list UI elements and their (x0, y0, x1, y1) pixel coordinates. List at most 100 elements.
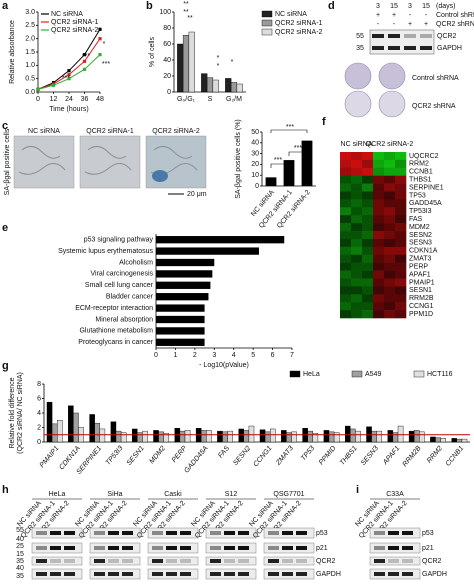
bar (156, 281, 211, 289)
band (402, 572, 413, 576)
bar (200, 430, 207, 443)
band (36, 559, 47, 563)
x-tick-label: MDM2 (148, 445, 167, 465)
panel-letter: h (2, 484, 9, 496)
heatmap-cell (340, 262, 352, 271)
band (296, 531, 307, 535)
band (122, 531, 133, 535)
bar (212, 79, 219, 93)
heatmap-cell (373, 238, 385, 248)
bar (227, 430, 233, 443)
band (180, 531, 191, 535)
band (238, 559, 249, 563)
heatmap-cell (395, 286, 407, 295)
band (238, 572, 249, 576)
heatmap-cell (395, 231, 407, 240)
legend-swatch (261, 19, 273, 27)
day-label: 15 (390, 3, 398, 10)
category-label: ECM-receptor interaction (75, 305, 153, 312)
bar (51, 423, 58, 443)
panel-letter: a (2, 0, 9, 12)
day-label: 3 (376, 3, 380, 10)
band (166, 531, 177, 535)
point (98, 53, 102, 57)
heatmap-cell (395, 207, 407, 216)
row-label: QCR2 shRNA (436, 21, 474, 28)
cell-texture (84, 146, 132, 175)
bar (153, 430, 159, 443)
annotation: ** (183, 9, 189, 16)
row-label: SESN1 (409, 287, 432, 294)
legend-label: NC siRNA (275, 11, 307, 18)
heatmap-cell (384, 152, 396, 161)
bar (73, 412, 79, 443)
heatmap-cell (362, 231, 374, 240)
row-label: PPM1D (409, 311, 433, 318)
y-tick-label: 2 (37, 424, 41, 431)
legend-label: NC siRNA (51, 11, 83, 18)
band (166, 559, 177, 563)
heatmap-cell (373, 254, 385, 263)
heatmap-cell (373, 310, 385, 319)
colony-plate (344, 90, 372, 118)
band (374, 559, 385, 563)
bar (286, 432, 292, 443)
band (50, 546, 61, 550)
heatmap-cell (351, 223, 363, 232)
legend-label: QCR2 siRNA-2 (51, 27, 99, 34)
band (50, 531, 61, 535)
heatmap-cell (351, 270, 363, 279)
micrograph (79, 135, 141, 189)
significance-brackets (270, 129, 308, 168)
x-tick-label: CCNB1 (445, 445, 466, 468)
band (166, 546, 177, 550)
heatmap-cell (351, 286, 363, 295)
bar (333, 432, 340, 443)
band (404, 34, 416, 38)
heatmap-cell (395, 238, 407, 248)
category-label: Bladder cancer (106, 294, 154, 301)
heatmap-cell (395, 310, 407, 319)
bar (110, 421, 117, 443)
row-label: TP53I3 (409, 208, 432, 215)
band (282, 559, 293, 563)
heatmap-cell (384, 262, 396, 271)
bar (264, 431, 271, 443)
heatmap-cell (384, 199, 396, 208)
band (372, 34, 384, 38)
cell-line-label: HeLa (49, 491, 66, 498)
sign: - (425, 12, 428, 19)
row-label: ZMAT3 (409, 256, 432, 263)
heatmap-cell (384, 310, 396, 319)
heatmap-cell (362, 254, 374, 263)
row-label: UQCRC2 (409, 153, 439, 160)
heatmap-cell (384, 278, 396, 287)
x-tick-label: QCR2 siRNA-2 (276, 189, 312, 230)
bar (222, 431, 228, 443)
image-label: NC siRNA (28, 128, 60, 135)
bar (156, 270, 213, 278)
bar (46, 401, 53, 443)
category-label: Mineral absorption (95, 316, 153, 323)
heatmap-cell (362, 152, 374, 161)
band (224, 559, 235, 563)
y-tick-label: 0.5 (25, 76, 35, 83)
point (82, 59, 87, 63)
heatmap-cell (351, 152, 363, 161)
bar (392, 432, 399, 443)
image-label: QCR2 siRNA-1 (86, 128, 134, 135)
panel-letter: f (322, 116, 326, 128)
point (67, 69, 71, 73)
heatmap-cell (395, 199, 407, 208)
x-tick-label: SESN3 (360, 445, 380, 467)
band (374, 531, 385, 535)
legend-swatch (261, 28, 273, 36)
x-tick-label: ZMAT3 (274, 445, 294, 468)
bar (137, 432, 143, 443)
y-tick-label: 8 (37, 381, 41, 388)
x-tick-label: PPMID (318, 445, 338, 466)
y-axis-label: Relative absorbance (9, 20, 16, 84)
heatmap-cell (362, 183, 374, 192)
bar (371, 430, 377, 443)
